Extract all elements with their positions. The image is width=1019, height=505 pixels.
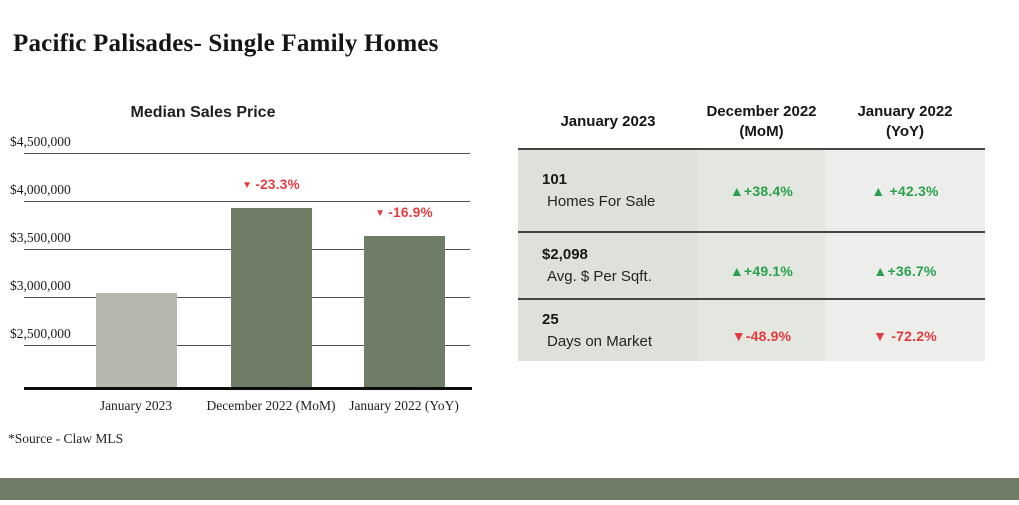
- bar: [230, 207, 312, 387]
- yoy-change-cell: ▼ -72.2%: [825, 300, 985, 361]
- x-axis-label: January 2022 (YoY): [349, 398, 459, 413]
- y-axis-tick-label: $3,500,000: [10, 229, 71, 245]
- bar: [363, 236, 445, 387]
- metric-value: $2,098: [542, 246, 588, 263]
- column-header-mom: December 2022 (MoM): [706, 102, 817, 140]
- y-axis-tick-label: $2,500,000: [10, 325, 71, 341]
- metric-cell: $2,098 Avg. $ Per Sqft.: [518, 233, 698, 298]
- mom-change-cell: ▲+38.4%: [698, 150, 825, 231]
- bottom-accent-band: [0, 478, 1019, 500]
- table-row-avg-per-sqft: $2,098 Avg. $ Per Sqft. ▲+49.1% ▲+36.7%: [518, 233, 985, 300]
- mom-change-cell: ▼-48.9%: [698, 300, 825, 361]
- stats-table: January 2023 December 2022 (MoM) January…: [518, 96, 985, 361]
- page-title: Pacific Palisades- Single Family Homes: [13, 30, 439, 57]
- chart-baseline: [24, 387, 472, 390]
- metric-cell: 25 Days on Market: [518, 300, 698, 361]
- yoy-change-cell: ▲ +42.3%: [825, 150, 985, 231]
- table-header-row: January 2023 December 2022 (MoM) January…: [518, 96, 985, 148]
- down-arrow-icon: ▼: [242, 179, 253, 191]
- yoy-change-cell: ▲+36.7%: [825, 233, 985, 298]
- metric-label: Homes For Sale: [547, 193, 656, 210]
- bar-annotation: ▼ -23.3%: [242, 176, 300, 192]
- mom-change-cell: ▲+49.1%: [698, 233, 825, 298]
- y-axis-tick-label: $4,500,000: [10, 134, 71, 149]
- gridline: [24, 153, 470, 154]
- x-axis-label: December 2022 (MoM): [206, 398, 336, 413]
- table-row-days-on-market: 25 Days on Market ▼-48.9% ▼ -72.2%: [518, 300, 985, 361]
- gridline: [24, 200, 470, 202]
- table-row-homes-for-sale: 101 Homes For Sale ▲+38.4% ▲ +42.3%: [518, 150, 985, 233]
- bar: [95, 292, 177, 387]
- metric-label: Days on Market: [547, 333, 653, 350]
- x-axis-label: January 2023: [99, 398, 173, 413]
- table-body: 101 Homes For Sale ▲+38.4% ▲ +42.3% $2,0…: [518, 148, 985, 361]
- chart-title: Median Sales Price: [130, 104, 276, 121]
- metric-label: Avg. $ Per Sqft.: [547, 268, 652, 285]
- y-axis-tick-label: $3,000,000: [10, 277, 71, 293]
- column-header-current: January 2023: [560, 112, 656, 130]
- metric-value: 25: [542, 311, 559, 328]
- metric-cell: 101 Homes For Sale: [518, 150, 698, 231]
- bar-annotation: ▼ -16.9%: [375, 205, 433, 221]
- down-arrow-icon: ▼: [375, 208, 386, 220]
- source-note: *Source - Claw MLS: [8, 431, 124, 446]
- metric-value: 101: [542, 171, 568, 188]
- column-header-yoy: January 2022 (YoY): [857, 102, 953, 140]
- y-axis-tick-label: $4,000,000: [10, 181, 71, 197]
